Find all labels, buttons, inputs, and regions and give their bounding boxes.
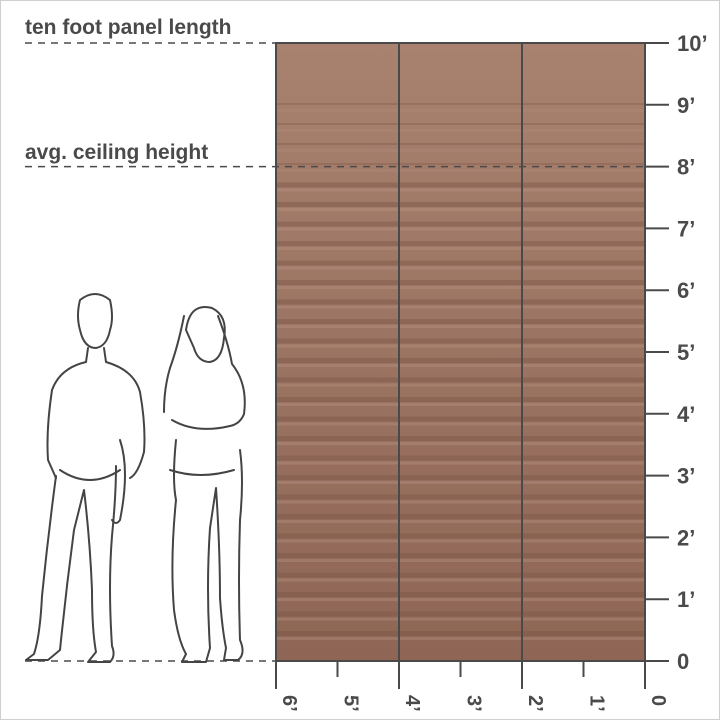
panel-groove-highlight xyxy=(276,188,645,192)
panel-groove-highlight xyxy=(276,286,645,289)
panel-groove-highlight xyxy=(276,325,645,328)
panel-groove-highlight xyxy=(276,149,645,152)
h-tick-label: 0 xyxy=(647,695,669,706)
panel-groove xyxy=(276,475,645,480)
panel-groove-highlight xyxy=(276,266,645,270)
v-tick-label: 0 xyxy=(677,649,689,674)
h-tick-label: 5’ xyxy=(340,695,362,712)
panel-groove xyxy=(276,202,645,207)
v-tick-label: 7’ xyxy=(677,216,695,241)
panel-groove xyxy=(276,143,645,145)
panel-groove xyxy=(276,455,645,461)
panel-groove xyxy=(276,260,645,266)
v-tick-label: 8’ xyxy=(677,155,695,180)
panel-groove xyxy=(276,123,645,125)
h-tick-label: 6’ xyxy=(278,695,300,712)
v-tick-label: 9’ xyxy=(677,93,695,118)
panel-groove-highlight xyxy=(276,481,645,484)
panel-groove xyxy=(276,436,645,441)
panel-groove xyxy=(276,103,645,105)
panel-groove-highlight xyxy=(276,383,645,387)
panel-groove-highlight xyxy=(276,109,645,112)
panel-groove-highlight xyxy=(276,422,645,426)
panel-groove xyxy=(276,416,645,422)
panel-groove-highlight xyxy=(276,500,645,504)
horizontal-axis: 6’ 5’ 4’ 3’ 2’ 1’ 0 xyxy=(275,661,669,712)
panel-groove-highlight xyxy=(276,129,645,132)
panel-groove xyxy=(276,338,645,344)
panel-groove xyxy=(276,592,645,597)
panel-groove xyxy=(276,163,645,165)
vertical-axis: 0 1’ 2’ 3’ 4’ 5’ 6’ 7’ 8’ 9’ 10’ xyxy=(645,31,708,674)
v-tick-label: 2’ xyxy=(677,525,695,550)
panel-groove xyxy=(276,514,645,519)
panel-groove xyxy=(276,299,645,305)
v-tick-label: 6’ xyxy=(677,278,695,303)
panel-groove-highlight xyxy=(276,578,645,582)
panel-groove xyxy=(276,572,645,578)
v-tick-label: 3’ xyxy=(677,464,695,489)
wall-panel xyxy=(276,43,645,661)
panel-groove-highlight xyxy=(276,598,645,601)
panel-groove xyxy=(276,319,645,324)
panel-grooves xyxy=(276,103,645,640)
panel-groove-highlight xyxy=(276,637,645,640)
panel-groove-highlight xyxy=(276,559,645,562)
panel-groove xyxy=(276,533,645,539)
panel-groove xyxy=(276,377,645,383)
panel-groove-highlight xyxy=(276,617,645,621)
panel-length-label: ten foot panel length xyxy=(25,16,231,39)
panel-groove xyxy=(276,280,645,285)
panel-groove xyxy=(276,611,645,617)
ceiling-height-label: avg. ceiling height xyxy=(25,141,208,164)
panel-groove-highlight xyxy=(276,247,645,250)
panel-groove-highlight xyxy=(276,403,645,406)
panel-groove-highlight xyxy=(276,442,645,445)
panel-groove-highlight xyxy=(276,344,645,348)
panel-groove xyxy=(276,221,645,227)
panel-groove xyxy=(276,397,645,402)
h-tick-label: 3’ xyxy=(463,695,485,712)
v-tick-label: 5’ xyxy=(677,340,695,365)
panel-groove-highlight xyxy=(276,169,645,172)
panel-groove xyxy=(276,241,645,246)
panel-groove-highlight xyxy=(276,520,645,523)
h-tick-label: 2’ xyxy=(524,695,546,712)
v-tick-label: 1’ xyxy=(677,587,695,612)
man-silhouette-icon xyxy=(25,293,146,663)
panel-groove xyxy=(276,553,645,558)
panel-groove xyxy=(276,182,645,188)
panel-groove-highlight xyxy=(276,227,645,231)
v-tick-label: 10’ xyxy=(677,31,708,56)
panel-groove-highlight xyxy=(276,208,645,211)
panel-groove-highlight xyxy=(276,305,645,309)
panel-groove xyxy=(276,494,645,500)
panel-groove-highlight xyxy=(276,461,645,465)
h-tick-label: 4’ xyxy=(401,695,423,712)
h-tick-label: 1’ xyxy=(586,695,608,712)
woman-silhouette-icon xyxy=(163,306,246,663)
panel-groove xyxy=(276,631,645,636)
v-tick-label: 4’ xyxy=(677,402,695,427)
panel-groove-highlight xyxy=(276,364,645,367)
panel-groove xyxy=(276,358,645,363)
panel-groove-highlight xyxy=(276,539,645,543)
